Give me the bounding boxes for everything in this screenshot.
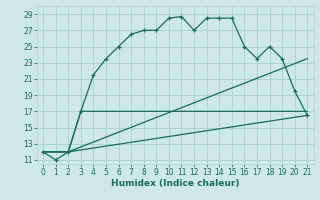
X-axis label: Humidex (Indice chaleur): Humidex (Indice chaleur)	[111, 179, 239, 188]
